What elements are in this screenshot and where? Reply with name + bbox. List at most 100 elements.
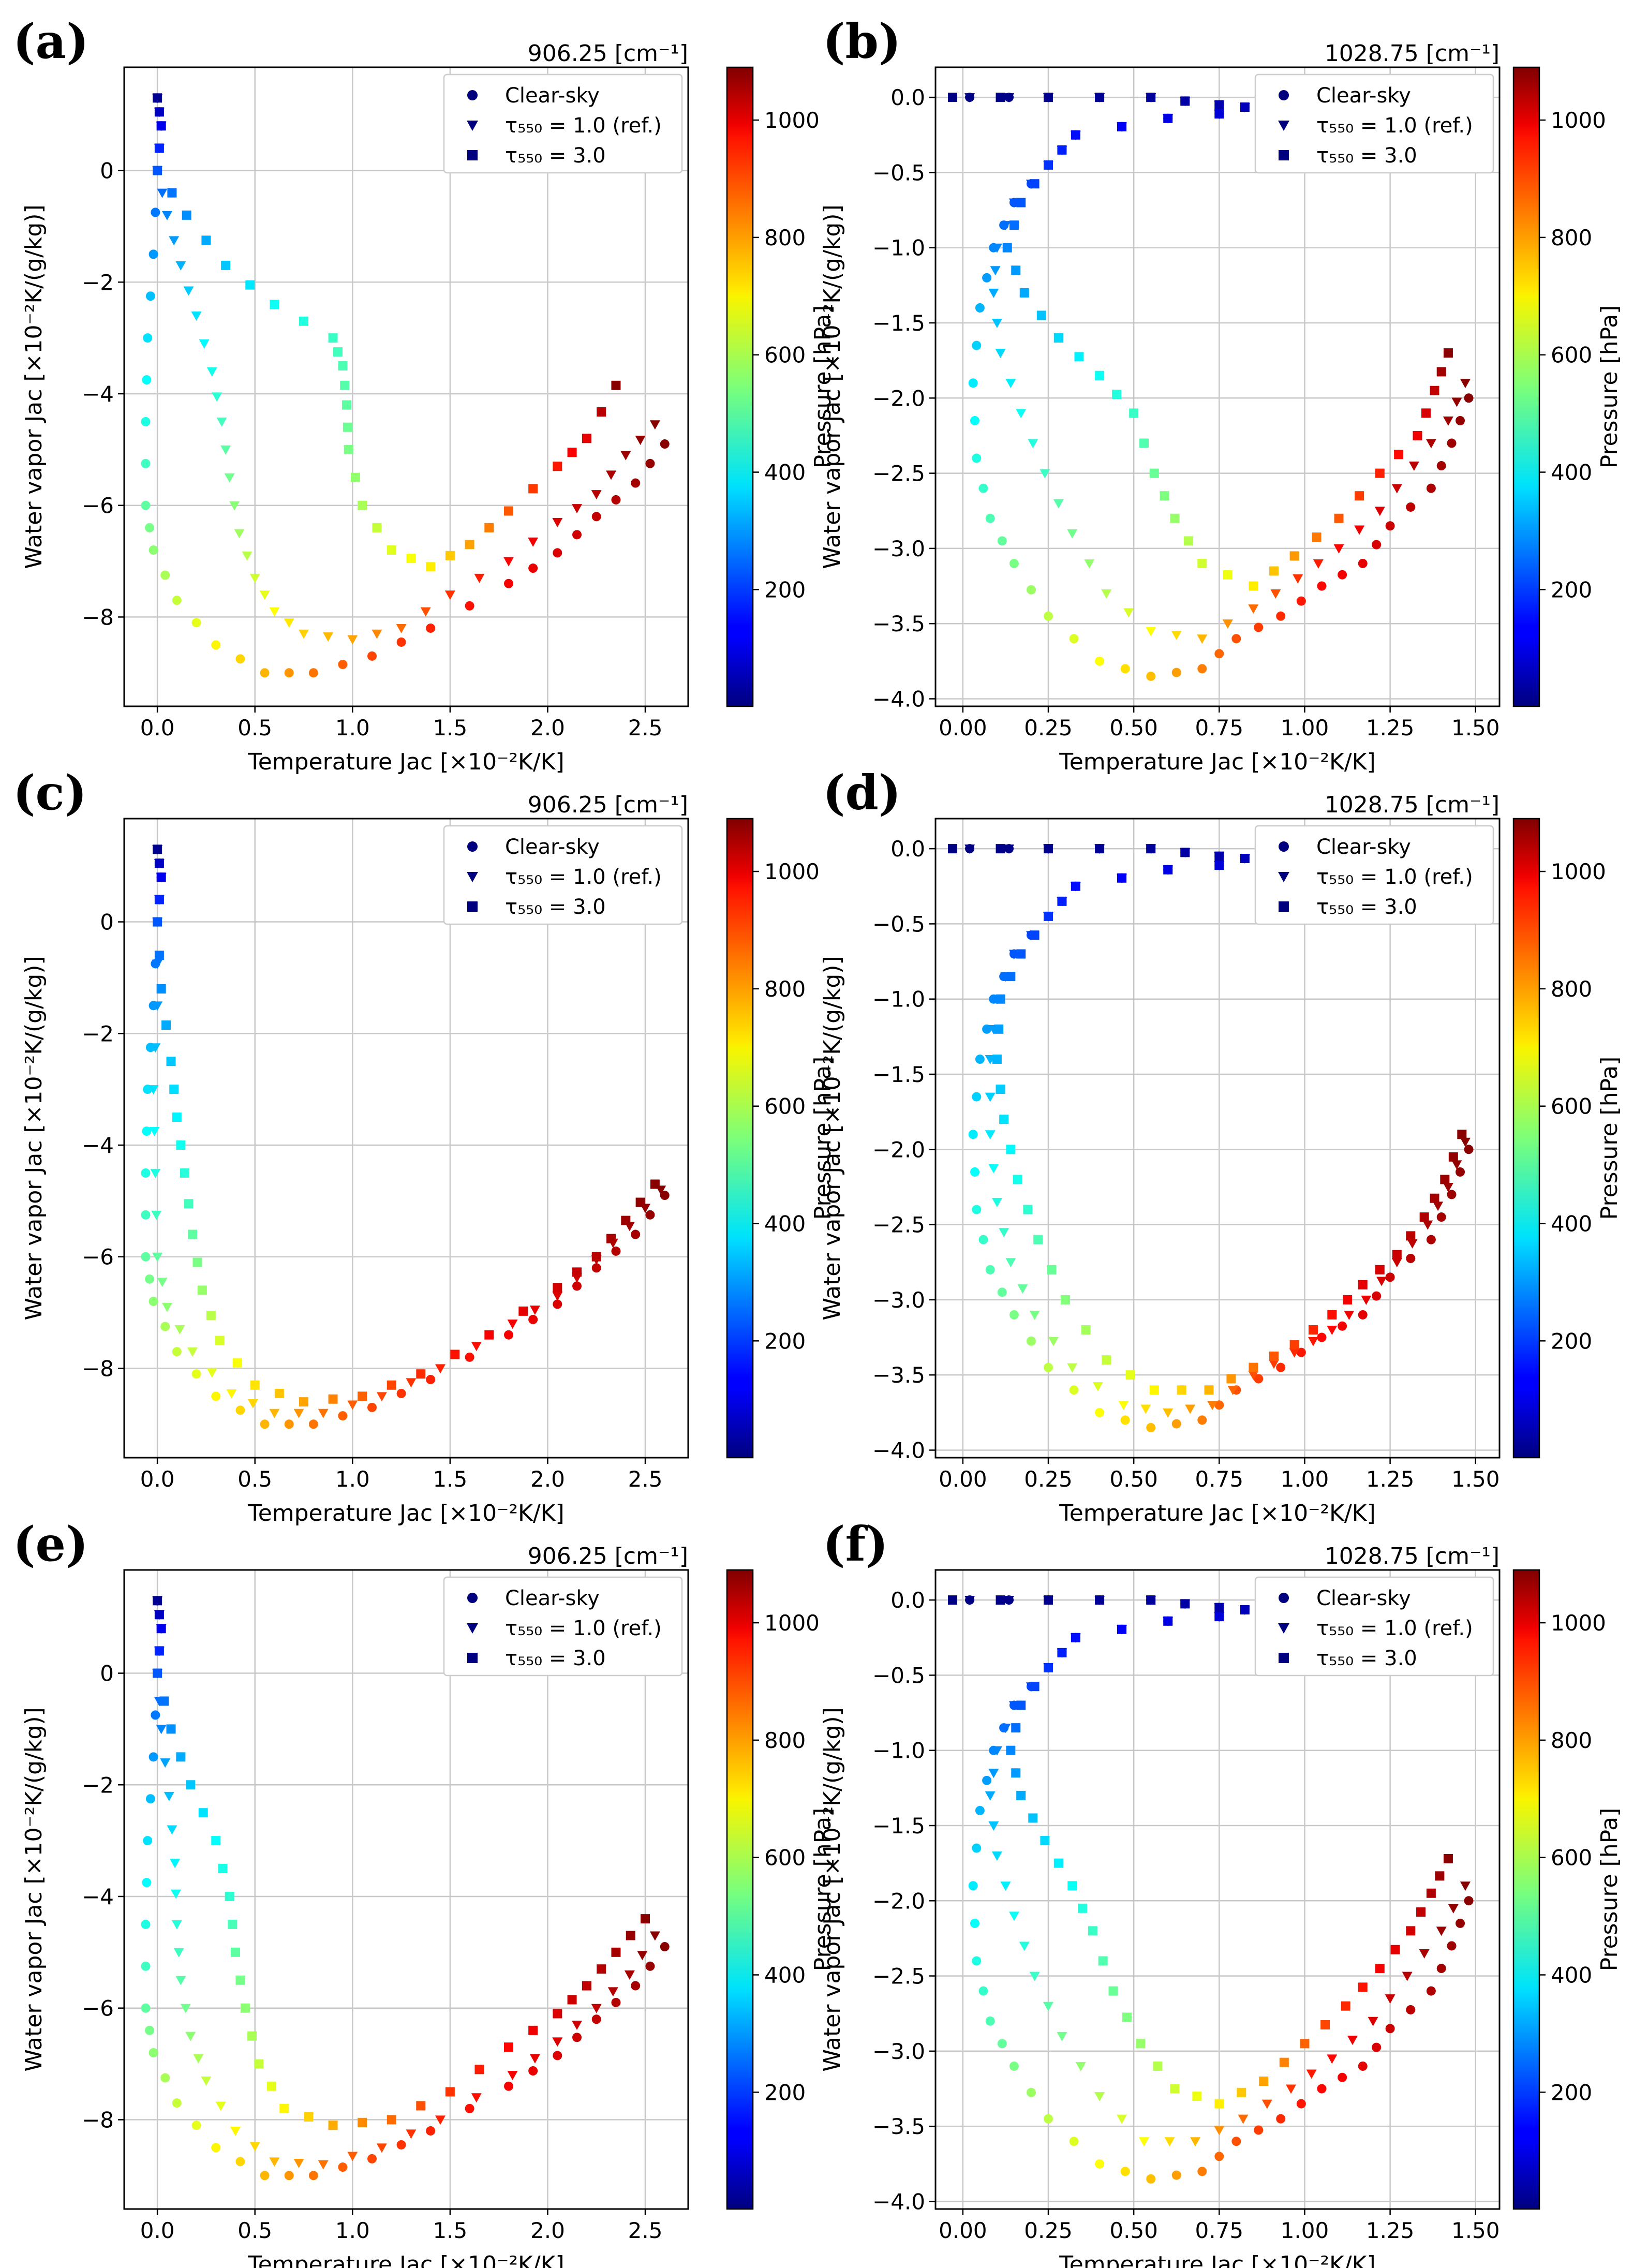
colorbar-label: Pressure [hPa]: [810, 305, 836, 469]
tau-3-point: [1355, 491, 1364, 501]
y-axis-label: Water vapor Jac [×10⁻²K/(g/kg)]: [21, 1707, 47, 2071]
tau-1-point: [170, 1889, 181, 1899]
clear-sky-point: [211, 640, 221, 650]
tau-1-point: [988, 288, 999, 298]
clear-sky-point: [1254, 2125, 1264, 2135]
tau-1-point: [995, 349, 1006, 359]
clear-sky-point: [972, 1956, 982, 1966]
y-tick-label: −2.0: [872, 1888, 925, 1914]
axes-frame: [934, 66, 1501, 707]
tau-3-point: [1435, 1871, 1445, 1881]
tau-1-point: [1451, 1160, 1462, 1170]
tau-3-point: [591, 1252, 601, 1262]
tau-3-point: [996, 994, 1005, 1004]
x-tick-label: 2.5: [628, 2218, 663, 2243]
clear-sky-point: [1296, 596, 1306, 606]
colorbar: [726, 1569, 754, 2210]
tau-1-point: [1000, 1881, 1011, 1891]
clear-sky-point: [1009, 558, 1019, 568]
colorbar-label: Pressure [hPa]: [810, 1808, 836, 1971]
tau-1-point: [507, 2071, 518, 2081]
tau-3-point: [387, 1380, 396, 1390]
clear-sky-point: [528, 1315, 538, 1325]
axes-frame: [934, 1569, 1501, 2210]
tau-3-point: [572, 1267, 582, 1277]
tau-1-point: [318, 1409, 329, 1418]
tau-1-point: [1067, 529, 1078, 539]
tau-3-point: [1249, 581, 1258, 591]
tau-3-point: [387, 2115, 396, 2125]
clear-sky-point: [1069, 634, 1079, 644]
clear-sky-point: [191, 2121, 201, 2130]
clear-sky-point: [1464, 393, 1474, 403]
tau-3-point: [1183, 536, 1193, 546]
tau-3-point: [1149, 468, 1159, 478]
clear-sky-point: [572, 1281, 582, 1291]
tau-1-point: [1017, 1284, 1028, 1294]
clear-sky-point: [528, 564, 538, 573]
x-axis-label: Temperature Jac [×10⁻²K/K]: [1059, 1500, 1375, 1526]
markers: [141, 93, 670, 678]
tau-3-point: [153, 844, 162, 854]
tau-1-point: [1391, 484, 1402, 494]
colorbar: [726, 66, 754, 707]
clear-sky-point: [149, 249, 158, 259]
tau-3-point: [582, 1981, 591, 1991]
tau-3-point: [626, 1931, 635, 1940]
tau-1-point: [964, 93, 975, 103]
tau-1-point: [637, 1951, 648, 1961]
colorbar-tick-label: 1000: [764, 108, 820, 133]
y-tick-label: −2.5: [872, 1964, 925, 1989]
tau-3-point: [1016, 949, 1026, 959]
clear-sky-point: [504, 579, 514, 588]
panel-b: 0.00 0.25 0.50 0.75 1.00 1.25 1.50 0.0 −0.5 −1.0 −…: [819, 13, 1623, 775]
tau-1-point: [1057, 2032, 1067, 2041]
clear-sky-point: [141, 2003, 151, 2013]
clear-sky-point: [151, 207, 160, 217]
tau-3-point: [1192, 2092, 1202, 2101]
tau-3-point: [416, 2101, 426, 2111]
tau-1-point: [161, 1302, 172, 1312]
tau-1-point: [572, 2021, 583, 2030]
clear-sky-point: [1456, 416, 1465, 425]
legend-label: Clear-sky: [505, 84, 600, 108]
clear-sky-point: [553, 2051, 562, 2061]
tau-3-point: [156, 872, 166, 882]
clear-sky-point: [1214, 649, 1224, 659]
clear-sky-point: [1009, 2061, 1019, 2071]
tau-1-point: [293, 2159, 304, 2169]
tau-3-point: [1023, 1205, 1033, 1214]
tau-1-point: [396, 624, 407, 633]
tau-1-point: [1004, 1596, 1015, 1606]
tau-3-point: [1259, 2077, 1269, 2086]
colorbar-tick-label: 400: [764, 1211, 806, 1237]
clear-sky-point: [1385, 2024, 1395, 2034]
legend-label: Clear-sky: [1316, 1587, 1411, 1610]
y-tick-label: −8: [82, 1356, 114, 1381]
tau-1-point: [988, 1821, 999, 1831]
x-tick-label: 0.50: [1109, 2218, 1158, 2243]
y-tick-label: −6: [82, 1996, 114, 2021]
clear-sky-point: [1026, 585, 1036, 595]
clear-sky-point: [1317, 581, 1327, 591]
tau-1-point: [991, 319, 1002, 328]
x-tick-label: 1.25: [1366, 2218, 1415, 2243]
legend-square-marker: [1279, 1653, 1289, 1663]
tau-3-point: [1108, 1986, 1118, 1996]
tau-1-point: [1391, 1258, 1402, 1268]
x-tick-label: 2.5: [628, 715, 663, 740]
clear-sky-point: [465, 1352, 474, 1362]
tau-3-point: [528, 2025, 538, 2035]
clear-sky-point: [260, 2171, 270, 2181]
tau-3-point: [528, 484, 538, 494]
tau-3-point: [299, 1397, 308, 1407]
y-tick-label: 0.0: [890, 836, 925, 862]
markers: [141, 844, 670, 1429]
y-tick-label: −1.5: [872, 1062, 925, 1087]
clear-sky-point: [1447, 1190, 1457, 1199]
tau-3-point: [176, 1752, 186, 1762]
tau-1-point: [242, 551, 253, 561]
tau-1-point: [1075, 2062, 1086, 2071]
tau-1-point: [164, 1791, 174, 1801]
